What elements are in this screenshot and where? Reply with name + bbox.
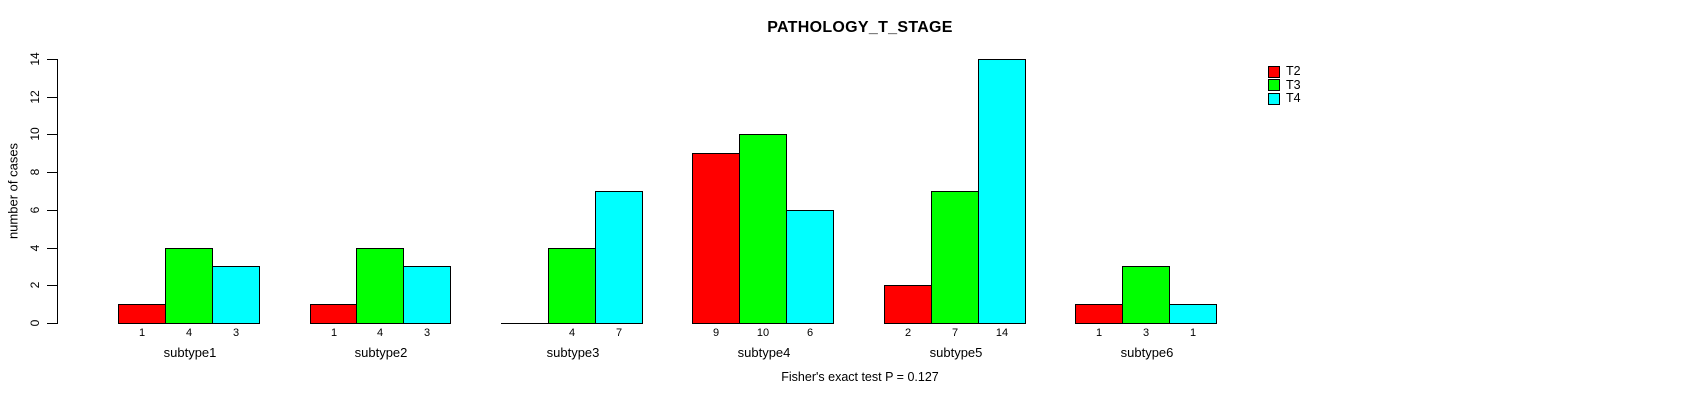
bar-subtype3-T4 [595, 191, 643, 324]
y-tick-label: 10 [28, 127, 42, 141]
x-category-label-subtype5: subtype5 [929, 345, 983, 360]
x-category-label-subtype6: subtype6 [1120, 345, 1174, 360]
bar-value-label: 1 [138, 327, 146, 339]
legend-swatch-T2 [1268, 65, 1280, 78]
y-tick [47, 172, 57, 173]
bar-subtype4-T4 [786, 210, 834, 324]
y-tick-label: 6 [28, 206, 42, 214]
y-tick-label: 0 [28, 319, 42, 327]
x-category-label-subtype4: subtype4 [737, 345, 791, 360]
y-tick [47, 59, 57, 60]
bar-value-label: 4 [568, 327, 576, 339]
bar-value-label: 2 [904, 327, 912, 339]
legend-item-T4: T4 [1268, 92, 1301, 105]
y-tick-label: 14 [28, 52, 42, 66]
x-category-label-subtype3: subtype3 [546, 345, 600, 360]
bar-value-label: 9 [712, 327, 720, 339]
bar-value-label: 10 [756, 327, 770, 339]
bar-subtype6-T3 [1122, 266, 1170, 324]
y-axis-line [57, 59, 58, 324]
bar-value-label: 1 [1189, 327, 1197, 339]
bar-value-label: 4 [376, 327, 384, 339]
y-tick [47, 134, 57, 135]
bar-value-label: 3 [1142, 327, 1150, 339]
y-axis-title: number of cases [5, 142, 21, 240]
y-tick [47, 210, 57, 211]
y-tick [47, 323, 57, 324]
legend-label: T2 [1286, 64, 1301, 78]
bar-subtype5-T2 [884, 285, 932, 324]
bar-value-label: 3 [423, 327, 431, 339]
bar-value-label: 4 [185, 327, 193, 339]
bar-subtype6-T4 [1169, 304, 1217, 324]
y-tick-label: 4 [28, 244, 42, 252]
bar-subtype1-T3 [165, 248, 213, 324]
bar-subtype2-T4 [403, 266, 451, 324]
y-tick [47, 285, 57, 286]
x-category-label-subtype2: subtype2 [354, 345, 408, 360]
bar-subtype1-T2 [118, 304, 166, 324]
bar-subtype6-T2 [1075, 304, 1123, 324]
legend-item-T3: T3 [1268, 77, 1301, 92]
bar-subtype3-T2-zero [501, 323, 549, 324]
legend-label: T3 [1286, 77, 1301, 92]
x-category-label-subtype1: subtype1 [163, 345, 217, 360]
legend: T2 T3 T4 [1268, 65, 1301, 106]
bar-value-label: 6 [806, 327, 814, 339]
bar-subtype4-T3 [739, 134, 787, 324]
bar-value-label: 1 [1095, 327, 1103, 339]
y-tick-label: 8 [28, 168, 42, 176]
bar-value-label: 1 [330, 327, 338, 339]
bar-subtype5-T3 [931, 191, 979, 324]
y-tick [47, 248, 57, 249]
bar-value-label: 3 [232, 327, 240, 339]
chart-title: PATHOLOGY_T_STAGE [767, 19, 953, 36]
bar-value-label: 14 [995, 327, 1009, 339]
bar-subtype4-T2 [692, 153, 740, 324]
y-tick-label: 12 [28, 90, 42, 104]
legend-swatch-T3 [1268, 79, 1280, 91]
legend-label: T4 [1286, 91, 1301, 105]
legend-item-T2: T2 [1268, 65, 1301, 78]
y-tick-label: 2 [28, 281, 42, 289]
bar-subtype1-T4 [212, 266, 260, 324]
bar-subtype2-T3 [356, 248, 404, 324]
bar-value-label: 7 [615, 327, 623, 339]
bar-subtype5-T4 [978, 59, 1026, 324]
annotation-fisher-test: Fisher's exact test P = 0.127 [781, 370, 939, 384]
bar-value-label: 7 [951, 327, 959, 339]
bar-subtype2-T2 [310, 304, 358, 324]
bar-subtype3-T3 [548, 248, 596, 324]
y-tick [47, 97, 57, 98]
legend-swatch-T4 [1268, 92, 1280, 105]
